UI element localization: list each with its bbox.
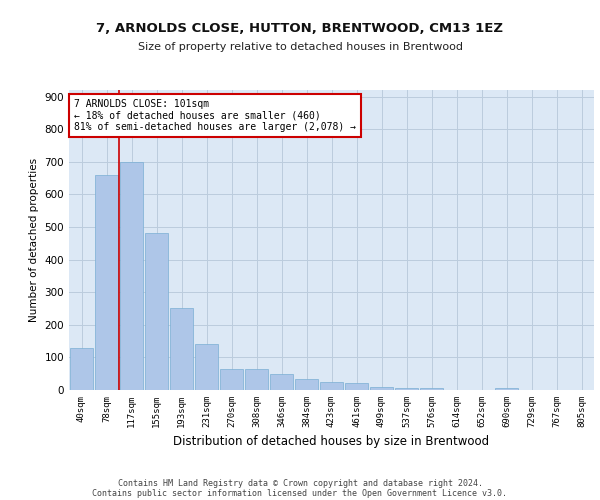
Bar xyxy=(245,369,268,390)
Bar xyxy=(70,348,93,390)
X-axis label: Distribution of detached houses by size in Brentwood: Distribution of detached houses by size … xyxy=(173,436,490,448)
Bar xyxy=(370,386,393,390)
Bar xyxy=(420,388,443,390)
Bar xyxy=(495,388,518,390)
Bar xyxy=(195,344,218,390)
Text: 7 ARNOLDS CLOSE: 101sqm
← 18% of detached houses are smaller (460)
81% of semi-d: 7 ARNOLDS CLOSE: 101sqm ← 18% of detache… xyxy=(74,99,356,132)
Text: 7, ARNOLDS CLOSE, HUTTON, BRENTWOOD, CM13 1EZ: 7, ARNOLDS CLOSE, HUTTON, BRENTWOOD, CM1… xyxy=(97,22,503,36)
Bar xyxy=(220,369,243,390)
Bar xyxy=(145,234,168,390)
Text: Contains public sector information licensed under the Open Government Licence v3: Contains public sector information licen… xyxy=(92,488,508,498)
Bar xyxy=(170,308,193,390)
Bar xyxy=(320,382,343,390)
Y-axis label: Number of detached properties: Number of detached properties xyxy=(29,158,39,322)
Text: Size of property relative to detached houses in Brentwood: Size of property relative to detached ho… xyxy=(137,42,463,52)
Bar xyxy=(295,378,318,390)
Bar xyxy=(395,388,418,390)
Bar xyxy=(95,175,118,390)
Bar xyxy=(345,384,368,390)
Bar xyxy=(120,162,143,390)
Text: Contains HM Land Registry data © Crown copyright and database right 2024.: Contains HM Land Registry data © Crown c… xyxy=(118,478,482,488)
Bar xyxy=(270,374,293,390)
